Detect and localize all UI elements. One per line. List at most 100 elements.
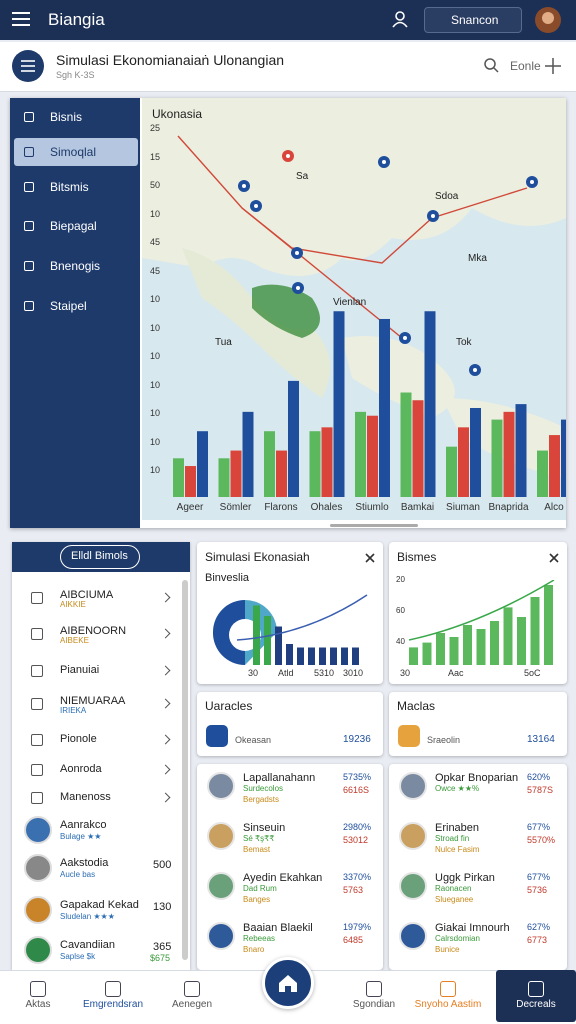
y-tick-label: 10 (150, 351, 161, 361)
account-button[interactable] (424, 7, 522, 33)
list-item-title[interactable]: Pianuiai (60, 664, 100, 676)
person-percent: 677% (527, 872, 551, 882)
person-sub: Calrsdomian (435, 934, 480, 943)
nav-label[interactable]: Sgondian (352, 999, 396, 1010)
user-icon (395, 11, 405, 21)
map-pin-dot (295, 251, 299, 255)
list-item-title[interactable]: Pionole (60, 733, 97, 745)
sidebar-icon (24, 261, 34, 271)
y-tick-label: 45 (150, 265, 161, 276)
person-name[interactable]: Ayedin Ekahkan (243, 872, 323, 884)
list-icon (31, 698, 43, 710)
avatar (24, 896, 52, 924)
sidebar-item[interactable]: Staipel (50, 299, 87, 313)
person-amount: 5570% (527, 835, 556, 845)
list-icon (31, 665, 43, 677)
y-tick-label: 15 (150, 151, 161, 162)
x-tick-label: 3010 (343, 668, 364, 678)
bar (173, 458, 184, 497)
avatar (24, 816, 52, 844)
sidebar-item[interactable]: Biepagal (50, 219, 97, 233)
person-percent: 620% (527, 772, 551, 782)
map-pin-dot (242, 184, 246, 188)
nav-label[interactable]: Snyoho Aastim (414, 999, 482, 1010)
bar (490, 621, 499, 665)
bar (230, 450, 242, 497)
person-tag: Banges (243, 895, 271, 904)
bar (491, 419, 503, 497)
account-button-label[interactable]: Snancon (451, 13, 499, 27)
map-chart (142, 98, 566, 520)
sidebar-icon (24, 112, 34, 122)
nav-icon[interactable] (105, 981, 121, 997)
person-name[interactable]: Baaian Blaekil (243, 922, 313, 934)
avatar (24, 854, 52, 882)
sidebar-item[interactable]: Bisnis (50, 110, 83, 124)
nav-label[interactable]: Aktas (25, 999, 51, 1010)
bar (275, 626, 282, 665)
card-subtitle: Binveslia (205, 572, 250, 584)
avatar (207, 822, 235, 850)
close-icon (549, 553, 559, 563)
person-name[interactable]: Uggk Pirkan (435, 872, 495, 884)
person-percent: 627% (527, 922, 551, 932)
y-tick-label: 10 (150, 465, 161, 475)
sidebar-icon (24, 301, 34, 311)
bar (297, 647, 304, 665)
sidebar-item[interactable]: Bitsmis (50, 180, 89, 194)
nav-label[interactable]: Emgrendsran (82, 999, 144, 1010)
list-item-title[interactable]: Manenoss (60, 791, 111, 803)
list-item-title[interactable]: Aonroda (60, 763, 102, 775)
list-item-title[interactable]: AIBENOORN (60, 625, 127, 637)
card-title: Bismes (397, 550, 437, 564)
person-name[interactable]: Cavandiian (60, 939, 116, 951)
person-extra: $675 (150, 953, 171, 963)
search-icon (493, 67, 499, 73)
trend-line (236, 594, 368, 641)
person-amount: 53012 (343, 835, 369, 845)
route (177, 135, 528, 264)
avatar-face (542, 12, 554, 24)
bar (561, 419, 566, 497)
y-tick-label: 10 (150, 408, 161, 418)
bar (458, 427, 469, 497)
list-button[interactable] (60, 545, 140, 569)
search-icon (484, 58, 496, 70)
bar (409, 647, 418, 665)
sidebar-item[interactable]: Bnenogis (50, 259, 101, 273)
nav-icon[interactable] (184, 981, 200, 997)
avatar (399, 872, 427, 900)
list-item-title[interactable]: AIBCIUMA (60, 589, 114, 601)
bar (412, 400, 424, 497)
nav-label[interactable]: Decreals (516, 999, 556, 1010)
list-item-title[interactable]: NIEMUARAA (60, 695, 126, 707)
person-name[interactable]: Opkar Bnoparian (435, 772, 519, 784)
nav-icon[interactable] (366, 981, 382, 997)
bar (321, 427, 333, 497)
header-action[interactable]: Eonle (510, 59, 541, 73)
list-button-label[interactable]: Elldl Bimols (71, 550, 128, 562)
nav-icon[interactable] (440, 981, 456, 997)
person-note: Aucle bas (60, 870, 96, 879)
person-name[interactable]: Lapallanahann (243, 772, 316, 784)
person-tag: Slueganee (435, 895, 474, 904)
person-name[interactable]: Aanrakco (60, 819, 107, 831)
nav-icon[interactable] (528, 981, 544, 997)
nav-icon[interactable] (30, 981, 46, 997)
stat-label: Sraeolin (427, 735, 461, 745)
bar (352, 647, 359, 665)
person-name[interactable]: Sinseuin (243, 822, 286, 834)
person-name[interactable]: Giakai Imnourh (435, 922, 510, 934)
person-name[interactable]: Gapakad Kekad (60, 899, 139, 911)
person-name[interactable]: Erinaben (435, 822, 480, 834)
nav-label[interactable]: Aenegen (171, 999, 213, 1010)
x-tick-label: Bnaprida (488, 502, 529, 513)
sidebar-item[interactable]: Simoqlal (50, 145, 97, 159)
person-note: Bulage ★★ (60, 832, 102, 841)
person-name[interactable]: Aakstodia (60, 857, 109, 869)
app-title: Biangia (48, 10, 105, 29)
bar (544, 585, 553, 665)
bar (218, 458, 230, 497)
bar (309, 431, 321, 497)
bar (463, 625, 472, 665)
